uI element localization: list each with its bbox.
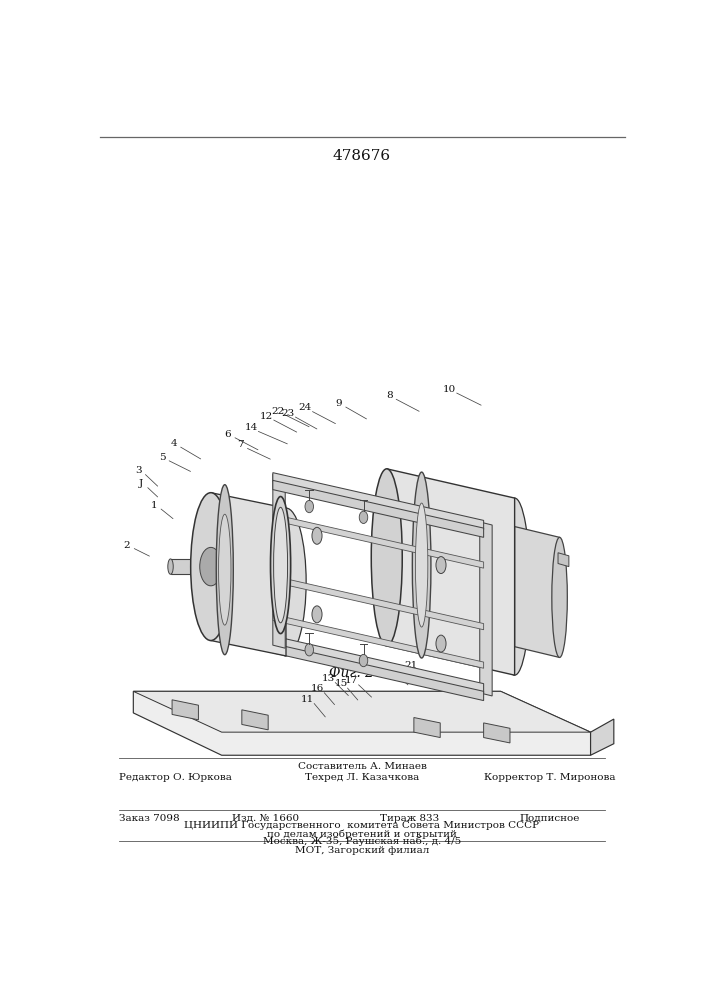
Ellipse shape [191, 493, 231, 641]
Polygon shape [414, 718, 440, 738]
Ellipse shape [274, 507, 288, 623]
Ellipse shape [359, 511, 368, 523]
Text: 17: 17 [345, 676, 358, 685]
Polygon shape [134, 691, 590, 755]
Text: 21: 21 [404, 661, 417, 670]
Text: Редактор О. Юркова: Редактор О. Юркова [119, 773, 232, 782]
Text: 478676: 478676 [333, 149, 391, 163]
Text: Тираж 833: Тираж 833 [380, 814, 440, 823]
Text: 22: 22 [271, 407, 284, 416]
Text: Заказ 7098: Заказ 7098 [119, 814, 179, 823]
Ellipse shape [412, 472, 431, 658]
Text: Корректор Т. Миронова: Корректор Т. Миронова [484, 773, 615, 782]
Polygon shape [273, 614, 484, 668]
Text: 3: 3 [136, 466, 142, 475]
Polygon shape [242, 710, 268, 730]
Text: Фиг. 2: Фиг. 2 [329, 666, 375, 680]
Ellipse shape [359, 654, 368, 667]
Polygon shape [134, 691, 590, 732]
Polygon shape [273, 576, 484, 630]
Ellipse shape [218, 514, 231, 625]
Polygon shape [273, 474, 285, 648]
Text: 5: 5 [158, 453, 165, 462]
Ellipse shape [436, 635, 446, 652]
Ellipse shape [271, 497, 291, 634]
Ellipse shape [305, 644, 313, 656]
Text: 15: 15 [334, 679, 348, 688]
Ellipse shape [436, 557, 446, 574]
Text: Техред Л. Казачкова: Техред Л. Казачкова [305, 773, 419, 782]
Text: 9: 9 [335, 399, 342, 408]
Ellipse shape [371, 469, 402, 646]
Polygon shape [484, 723, 510, 743]
Text: 19: 19 [485, 638, 498, 647]
Polygon shape [273, 480, 484, 537]
Text: J: J [139, 479, 144, 488]
Ellipse shape [499, 498, 530, 675]
Polygon shape [515, 527, 559, 657]
Text: 13: 13 [322, 674, 335, 683]
Polygon shape [590, 719, 614, 755]
Ellipse shape [552, 537, 567, 657]
Polygon shape [273, 636, 484, 693]
Text: 24: 24 [299, 403, 312, 412]
Text: 2: 2 [124, 541, 130, 550]
Text: 6: 6 [225, 430, 231, 439]
Text: Изд. № 1660: Изд. № 1660 [231, 814, 298, 823]
Text: 4: 4 [170, 439, 177, 448]
Polygon shape [558, 553, 569, 567]
Text: 12: 12 [260, 412, 273, 421]
Text: 8: 8 [386, 391, 392, 400]
Polygon shape [480, 522, 492, 696]
Text: ЦНИИПИ Государственного  комитета Совета Министров СССР: ЦНИИПИ Государственного комитета Совета … [185, 821, 539, 830]
Polygon shape [172, 700, 199, 720]
Ellipse shape [312, 527, 322, 544]
Text: МОТ, Загорский филиал: МОТ, Загорский филиал [295, 846, 429, 855]
Text: 23: 23 [281, 409, 295, 418]
Text: 16: 16 [311, 684, 325, 693]
Ellipse shape [312, 606, 322, 623]
Ellipse shape [416, 503, 428, 627]
Text: Подписное: Подписное [520, 814, 580, 823]
Ellipse shape [168, 559, 173, 574]
Ellipse shape [200, 547, 222, 586]
Ellipse shape [266, 508, 306, 656]
Ellipse shape [216, 485, 233, 655]
Polygon shape [211, 493, 286, 656]
Text: 10: 10 [443, 385, 456, 394]
Polygon shape [273, 514, 484, 568]
Text: 14: 14 [245, 424, 258, 432]
Text: 18: 18 [381, 664, 394, 673]
Polygon shape [170, 559, 211, 574]
Text: 11: 11 [301, 695, 315, 704]
Ellipse shape [305, 500, 313, 513]
Polygon shape [387, 469, 515, 675]
Polygon shape [273, 473, 484, 530]
Text: Составитель А. Минаев: Составитель А. Минаев [298, 762, 426, 771]
Text: 20: 20 [462, 645, 474, 654]
Polygon shape [273, 644, 484, 701]
Text: Москва, Ж-35, Раушская наб., д. 4/5: Москва, Ж-35, Раушская наб., д. 4/5 [263, 837, 461, 846]
Text: 7: 7 [237, 440, 244, 449]
Text: 1: 1 [151, 500, 158, 510]
Text: по делам изобретений и открытий: по делам изобретений и открытий [267, 829, 457, 839]
